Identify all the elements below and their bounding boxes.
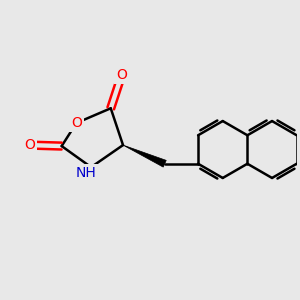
Text: O: O [24, 138, 35, 152]
Text: O: O [116, 68, 127, 83]
Polygon shape [123, 145, 166, 167]
Text: NH: NH [76, 166, 97, 180]
Text: O: O [71, 116, 82, 130]
